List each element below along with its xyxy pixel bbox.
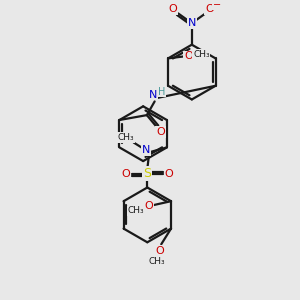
Text: N: N xyxy=(142,145,151,155)
Text: S: S xyxy=(143,167,151,180)
Text: N: N xyxy=(188,18,196,28)
Text: O: O xyxy=(205,4,214,14)
Text: H: H xyxy=(158,87,165,97)
Text: O: O xyxy=(156,127,165,137)
Text: O: O xyxy=(144,201,153,211)
Text: CH₃: CH₃ xyxy=(118,133,134,142)
Text: CH₃: CH₃ xyxy=(128,206,144,215)
Text: O: O xyxy=(184,51,193,62)
Text: O: O xyxy=(169,4,178,14)
Text: CH₃: CH₃ xyxy=(193,50,210,59)
Text: N: N xyxy=(148,90,157,100)
Text: O: O xyxy=(122,169,130,179)
Text: −: − xyxy=(213,0,221,10)
Text: O: O xyxy=(164,169,173,179)
Text: O: O xyxy=(155,246,164,256)
Text: CH₃: CH₃ xyxy=(148,257,165,266)
